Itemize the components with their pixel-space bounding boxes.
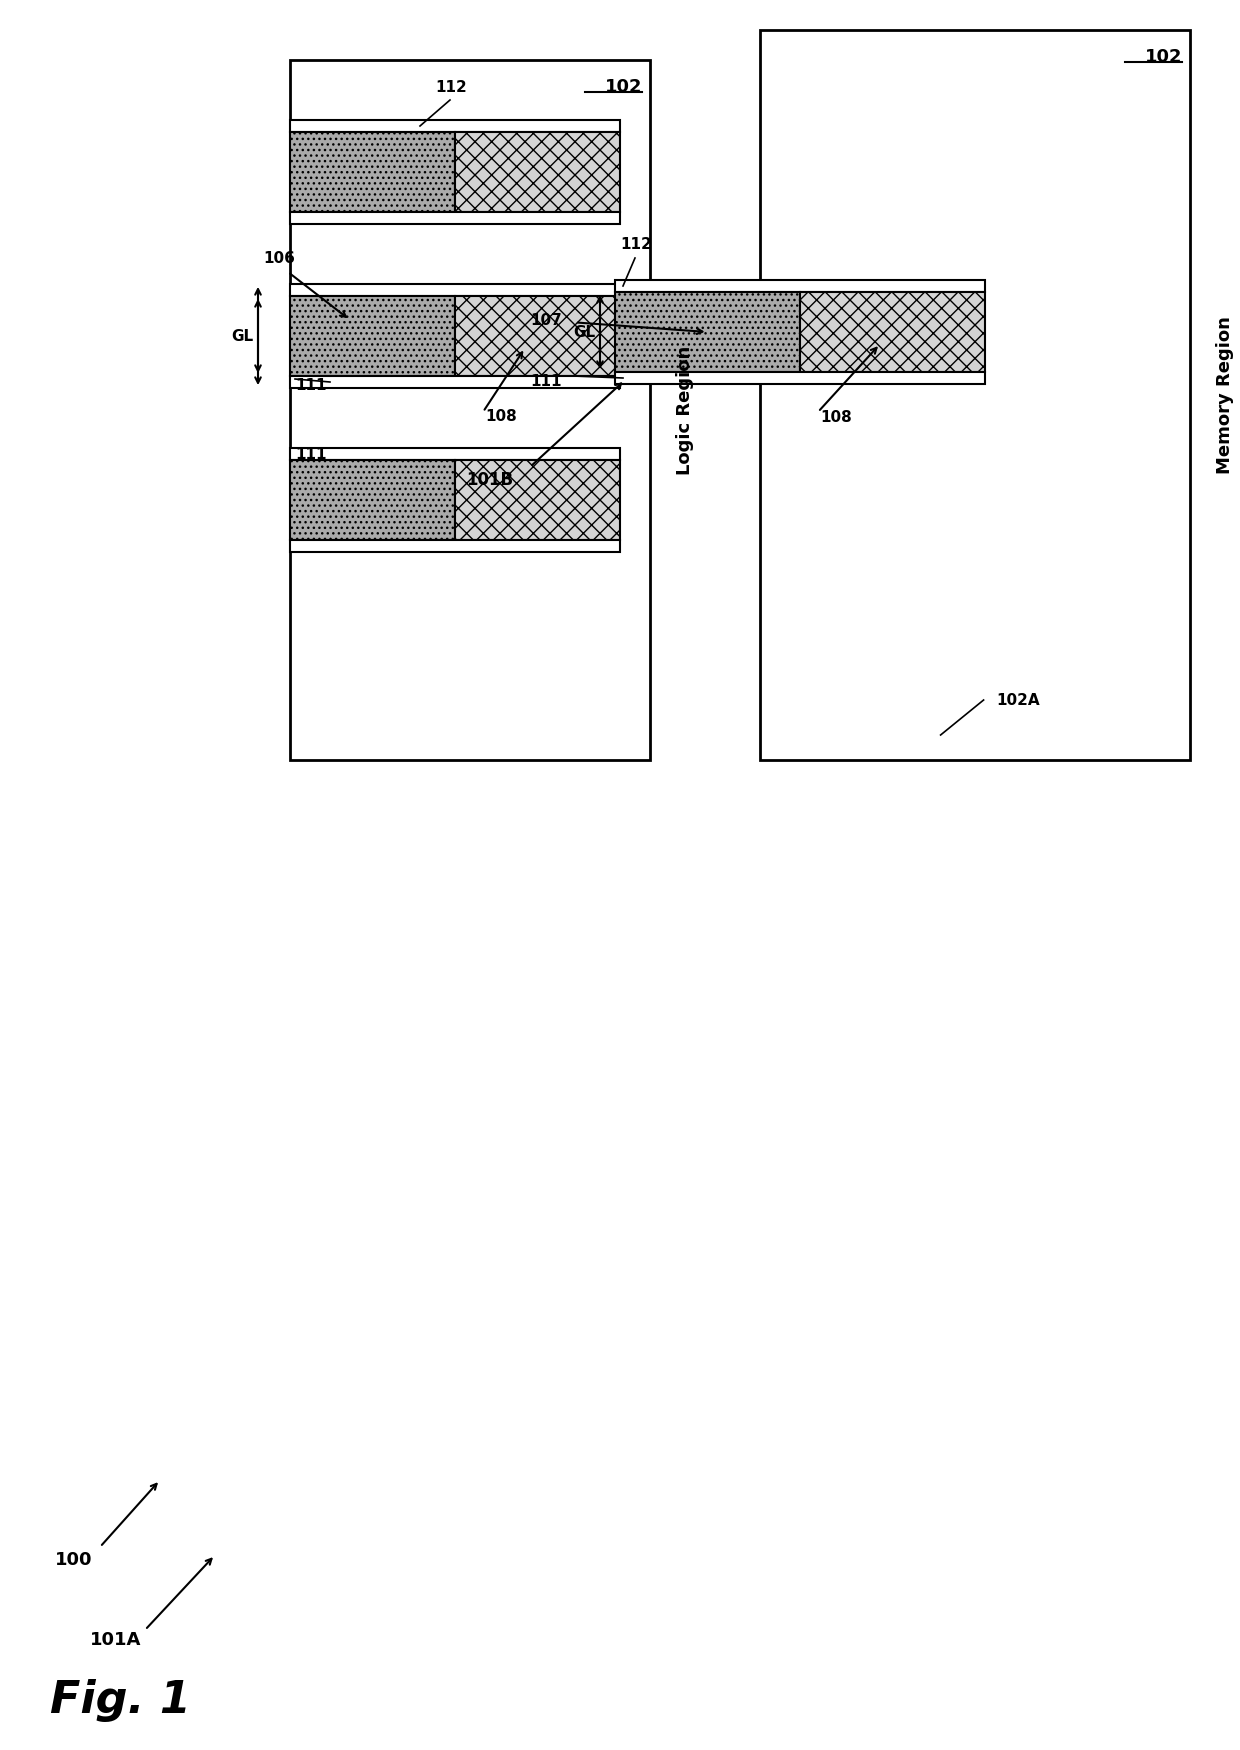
Bar	[290, 60, 650, 760]
Text: 111: 111	[295, 446, 326, 462]
Bar	[615, 373, 985, 383]
Text: Logic Region: Logic Region	[676, 345, 694, 474]
Bar	[290, 460, 455, 541]
Text: 101B: 101B	[466, 471, 513, 488]
Text: 112: 112	[620, 236, 652, 252]
Bar	[615, 280, 985, 292]
Bar	[290, 296, 455, 376]
Bar	[290, 448, 620, 460]
Bar	[290, 131, 455, 212]
Bar	[290, 212, 620, 224]
Text: 108: 108	[485, 408, 517, 423]
Text: 102: 102	[1145, 47, 1182, 66]
Text: 100: 100	[55, 1550, 93, 1570]
Text: 111: 111	[295, 378, 326, 394]
Text: 108: 108	[820, 410, 852, 425]
Bar	[800, 292, 985, 373]
Bar	[615, 292, 800, 373]
Bar	[455, 460, 620, 541]
Text: 102A: 102A	[997, 693, 1040, 707]
Bar	[290, 121, 620, 131]
Text: Fig. 1: Fig. 1	[50, 1678, 191, 1722]
Bar	[455, 131, 620, 212]
Text: Memory Region: Memory Region	[1216, 317, 1234, 474]
Text: GL: GL	[573, 324, 595, 340]
Text: 107: 107	[529, 313, 562, 327]
Text: 112: 112	[435, 80, 466, 94]
Bar	[290, 376, 620, 388]
Text: 101A: 101A	[91, 1631, 141, 1648]
Text: GL: GL	[231, 329, 253, 343]
Text: 102: 102	[605, 79, 642, 96]
Bar	[455, 296, 620, 376]
Text: 106: 106	[263, 250, 295, 266]
Text: 111: 111	[529, 374, 562, 388]
Bar	[290, 284, 620, 296]
Bar	[760, 30, 1190, 760]
Bar	[290, 541, 620, 551]
